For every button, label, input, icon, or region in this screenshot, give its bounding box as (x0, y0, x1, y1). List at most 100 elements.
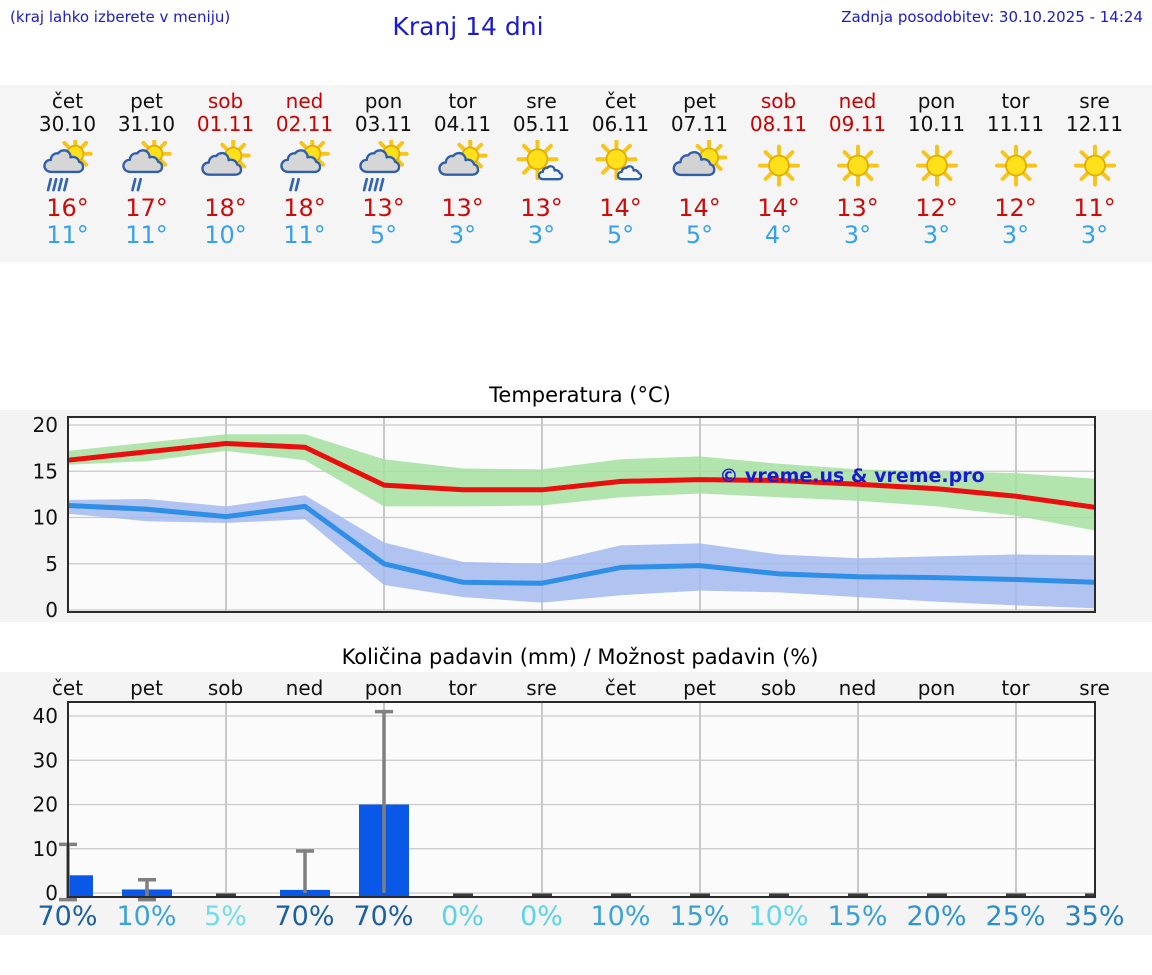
precip-day-label: pon (917, 676, 956, 700)
precip-day-label: pet (130, 676, 163, 700)
precip-bar (280, 889, 330, 897)
temperature-chart: 0 5 10 15 20 © vreme.us & vreme.pro (0, 410, 1152, 622)
temp-min: 3° (448, 221, 477, 249)
weather-icon-box (976, 137, 1055, 195)
y-axis-label: 15 (33, 459, 58, 483)
forecast-day-column: pet 31.10 17° 11° (107, 90, 186, 249)
day-date: 07.11 (670, 112, 729, 136)
day-date: 10.11 (907, 112, 966, 136)
y-axis-label: 10 (33, 506, 58, 530)
temp-max: 14° (678, 194, 721, 222)
sun-cloud-icon (437, 139, 488, 176)
sun-small-cloud-icon (515, 139, 563, 180)
precip-probability: 25% (985, 901, 1046, 932)
day-date: 06.11 (591, 112, 650, 136)
location-note: (kraj lahko izberete v meniju) (10, 8, 231, 26)
zero-dash (453, 893, 473, 897)
temp-min: 5° (685, 221, 714, 249)
temp-max: 13° (836, 194, 879, 222)
day-name: ned (285, 89, 324, 113)
forecast-day-column: pon 03.11 13° 5° (344, 90, 423, 249)
plot-border (67, 416, 1096, 613)
weather-icon-box (739, 137, 818, 195)
day-date: 04.11 (433, 112, 492, 136)
precip-probability: 15% (827, 901, 888, 932)
temp-max-line (67, 441, 1096, 510)
zero-dash (532, 893, 552, 897)
weather-icon-box (581, 137, 660, 195)
y-axis-label: 30 (33, 748, 58, 772)
sun-small-cloud-icon (594, 139, 642, 180)
precip-day-label: pet (683, 676, 716, 700)
weather-icon-box (107, 137, 186, 195)
day-name: pon (364, 89, 403, 113)
day-name: tor (1001, 89, 1030, 113)
temp-max: 13° (362, 194, 405, 222)
precip-probability: 35% (1064, 901, 1125, 932)
y-axis-label: 5 (45, 552, 58, 576)
last-update-label: Zadnja posodobitev: 30.10.2025 - 14:24 (841, 8, 1143, 26)
temp-min: 5° (369, 221, 398, 249)
weather-icon-box (502, 137, 581, 195)
precip-probability: 0% (520, 901, 563, 932)
temp-min: 3° (1080, 221, 1109, 249)
temp-min: 11° (283, 221, 326, 249)
sun-cloud-light-rain-icon (279, 139, 330, 191)
temp-min: 11° (46, 221, 89, 249)
day-name: sre (526, 89, 557, 113)
zero-dash (611, 893, 631, 897)
precip-day-labels: čet pet sob ned pon tor sre čet pet sob ned pon tor s… (28, 676, 1134, 700)
sun-icon (836, 144, 879, 187)
precip-day-label: sob (760, 676, 797, 700)
temp-min: 4° (764, 221, 793, 249)
temp-max: 13° (441, 194, 484, 222)
y-axis-label: 40 (33, 704, 58, 728)
sun-cloud-icon (200, 139, 251, 176)
temp-max: 16° (46, 194, 89, 222)
weather-icon-box (186, 137, 265, 195)
y-axis-label: 10 (33, 837, 58, 861)
forecast-day-column: tor 11.11 12° 3° (976, 90, 1055, 249)
forecast-day-column: sre 12.11 11° 3° (1055, 90, 1134, 249)
temp-max: 12° (915, 194, 958, 222)
temp-max: 18° (204, 194, 247, 222)
precipitation-chart-title: Količina padavin (mm) / Možnost padavin … (341, 645, 819, 669)
day-name: sre (1079, 89, 1110, 113)
forecast-day-column: čet 30.10 16° 11° (28, 90, 107, 249)
zero-dash (769, 893, 789, 897)
sun-icon (994, 144, 1037, 187)
day-name: ned (838, 89, 877, 113)
forecast-day-column: ned 09.11 13° 3° (818, 90, 897, 249)
weather-icon-box (423, 137, 502, 195)
day-date: 01.11 (196, 112, 255, 136)
day-date: 09.11 (828, 112, 887, 136)
day-name: pet (683, 89, 716, 113)
precip-day-label: čet (51, 676, 84, 700)
forecast-day-column: sre 05.11 13° 3° (502, 90, 581, 249)
temp-min: 5° (606, 221, 635, 249)
sun-icon (757, 144, 800, 187)
zero-dash (690, 893, 710, 897)
weather-icon-box (265, 137, 344, 195)
forecast-day-column: sob 08.11 14° 4° (739, 90, 818, 249)
zero-dash (848, 893, 868, 897)
forecast-day-column: sob 01.11 18° 10° (186, 90, 265, 249)
precip-probability: 20% (906, 901, 967, 932)
y-axis-label: 0 (45, 881, 58, 905)
temp-min: 11° (125, 221, 168, 249)
precip-probability: 70% (353, 901, 414, 932)
page-title: Kranj 14 dni (392, 12, 544, 41)
day-date: 11.11 (986, 112, 1045, 136)
precip-day-label: sob (207, 676, 244, 700)
precip-day-label: ned (285, 676, 324, 700)
temperature-chart-title: Temperatura (°C) (489, 383, 671, 407)
plot-area (68, 702, 1095, 897)
day-date: 02.11 (275, 112, 334, 136)
zero-dash (216, 893, 236, 897)
precipitation-chart: 0 10 20 30 40 (33, 701, 1096, 905)
day-date: 31.10 (117, 112, 176, 136)
precip-probability: 5% (204, 901, 247, 932)
y-axis-label: 20 (33, 413, 58, 437)
weather-icon-box (660, 137, 739, 195)
day-name: tor (448, 89, 477, 113)
